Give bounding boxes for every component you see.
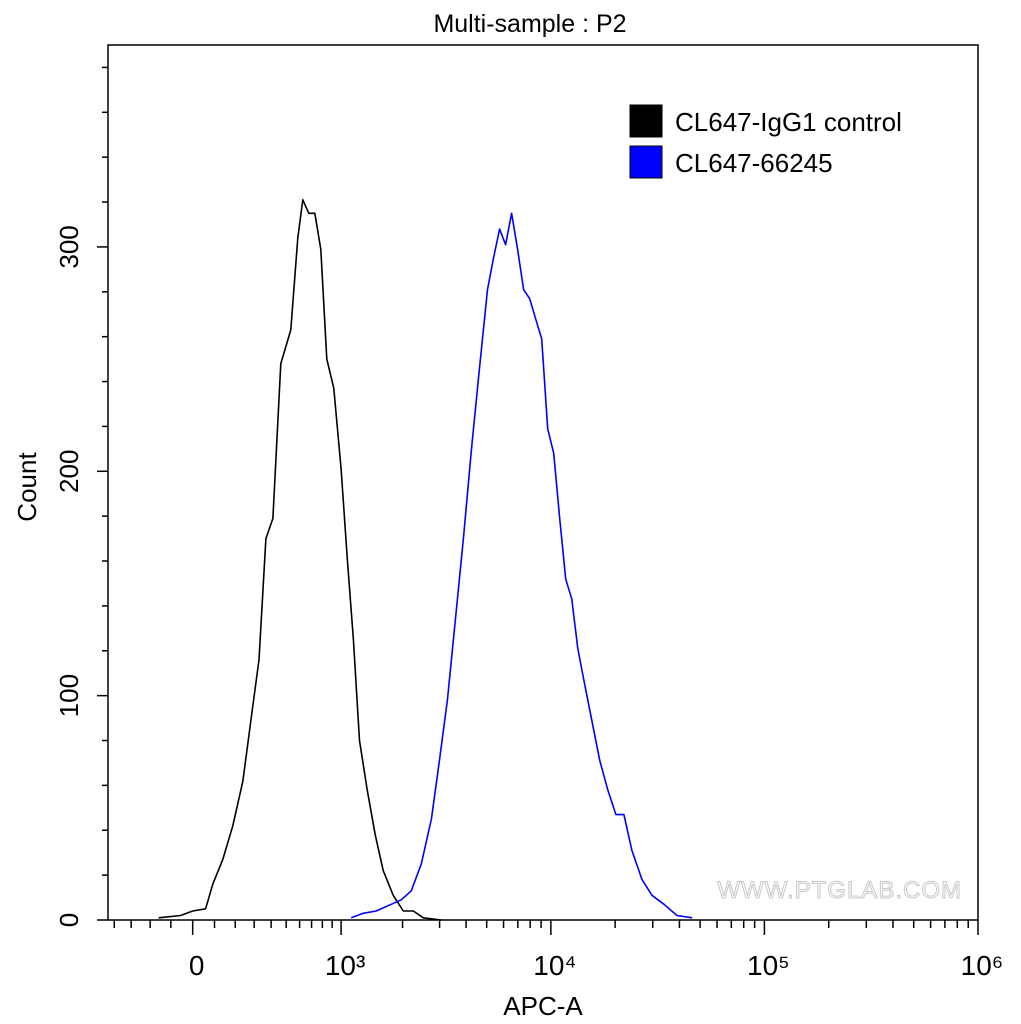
y-tick-label: 100 bbox=[54, 674, 84, 717]
x-tick-label: 10⁶ bbox=[961, 950, 1004, 981]
legend-swatch bbox=[629, 145, 663, 179]
plot-frame bbox=[107, 44, 979, 921]
legend-label: CL647-IgG1 control bbox=[675, 107, 902, 137]
legend-swatch bbox=[629, 104, 663, 138]
chart-title: Multi-sample : P2 bbox=[433, 10, 626, 38]
histogram-line bbox=[158, 199, 442, 921]
x-tick-label: 10⁵ bbox=[747, 950, 790, 981]
watermark: WWW.PTGLAB.COM bbox=[717, 877, 962, 904]
histogram-line bbox=[350, 212, 693, 919]
legend-label: CL647-66245 bbox=[675, 148, 833, 178]
x-axis-label: APC-A bbox=[503, 991, 583, 1021]
y-tick-label: 300 bbox=[54, 225, 84, 268]
x-tick-label: 10³ bbox=[325, 950, 365, 981]
y-tick-label: 0 bbox=[54, 913, 84, 927]
y-tick-label: 200 bbox=[54, 450, 84, 493]
x-tick-label: 10⁴ bbox=[533, 950, 576, 981]
y-axis-label: Count bbox=[12, 452, 42, 522]
x-tick-label: 0 bbox=[189, 950, 205, 981]
